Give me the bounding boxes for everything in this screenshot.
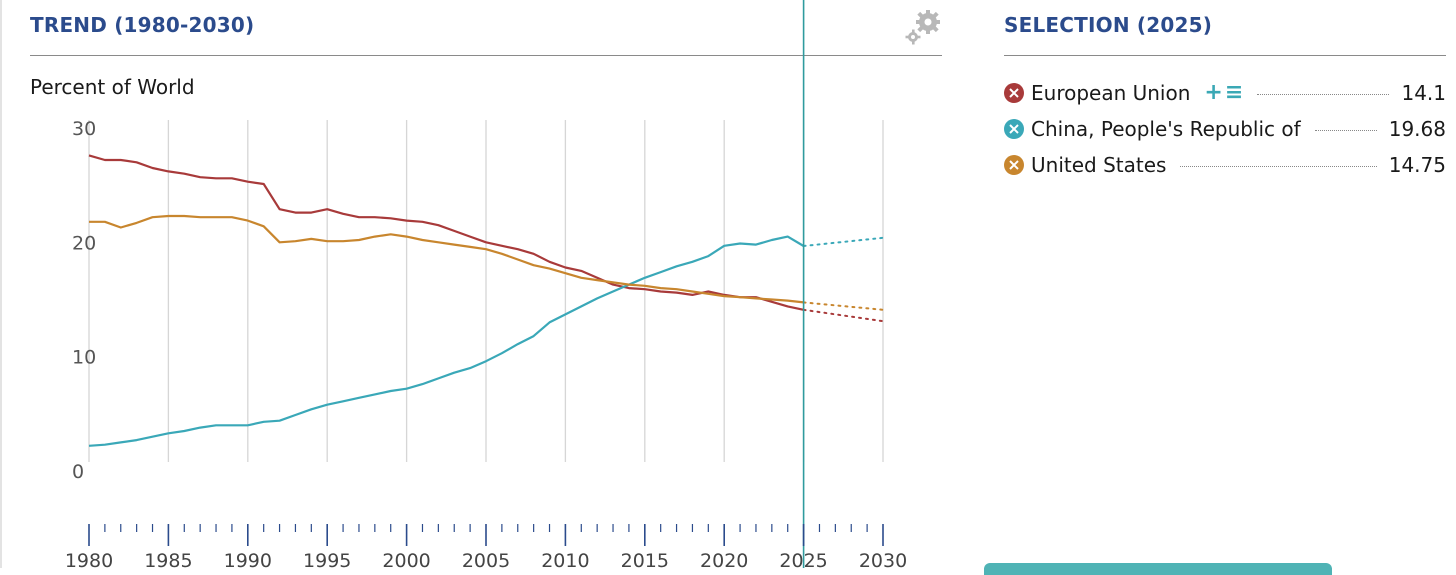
selection-legend: European Union + ≡ 14.1 China, People's … [1004,75,1446,183]
legend-item-european-union[interactable]: European Union + ≡ 14.1 [1004,75,1446,111]
series-line [88,235,805,447]
page-edge [0,0,2,568]
x-tick-label[interactable]: 1985 [144,550,192,568]
leader-dots [1314,129,1377,131]
selection-title-rule [1004,55,1446,56]
panel-tab[interactable] [984,563,1332,575]
x-tick-label[interactable]: 2000 [382,550,430,568]
trend-title-rule [30,55,942,56]
legend-item-china[interactable]: China, People's Republic of 19.68 [1004,111,1446,147]
y-tick-label: 20 [72,232,96,254]
legend-value: 14.75 [1388,153,1446,177]
y-tick-label: 0 [72,461,84,483]
x-tick-label[interactable]: 2010 [541,550,589,568]
series-actions: + ≡ [1204,82,1243,104]
legend-value: 14.1 [1401,81,1446,105]
series-line [88,154,804,311]
remove-series-icon[interactable] [1004,155,1024,175]
x-tick-label[interactable]: 2025 [779,550,827,568]
legend-label: United States [1031,153,1167,177]
x-tick-label[interactable]: 1980 [65,550,113,568]
leader-dots [1180,165,1377,167]
x-tick-label[interactable]: 1995 [303,550,351,568]
x-tick-label[interactable]: 2030 [859,550,907,568]
remove-series-icon[interactable] [1004,83,1024,103]
series-projection-line [802,308,884,323]
leader-dots [1257,93,1390,95]
list-icon[interactable]: ≡ [1224,80,1244,105]
remove-series-icon[interactable] [1004,119,1024,139]
x-tick-label[interactable]: 2005 [462,550,510,568]
selection-panel-title: SELECTION (2025) [1004,13,1213,37]
x-tick-label[interactable]: 1990 [224,550,272,568]
series-projection-line [802,236,884,247]
legend-label: China, People's Republic of [1031,117,1301,141]
legend-label: European Union [1031,81,1191,105]
y-tick-label: 10 [72,347,96,369]
series-projection-line [802,301,884,311]
y-axis-unit-label: Percent of World [30,75,195,99]
x-tick-label[interactable]: 2020 [700,550,748,568]
trend-panel-title: TREND (1980-2030) [30,13,255,37]
legend-item-united-states[interactable]: United States 14.75 [1004,147,1446,183]
y-tick-label: 30 [72,118,96,140]
plus-icon[interactable]: + [1204,80,1223,105]
legend-value: 19.68 [1388,117,1446,141]
x-tick-label[interactable]: 2015 [621,550,669,568]
gear-icon[interactable] [902,8,944,48]
series-line [89,214,804,304]
